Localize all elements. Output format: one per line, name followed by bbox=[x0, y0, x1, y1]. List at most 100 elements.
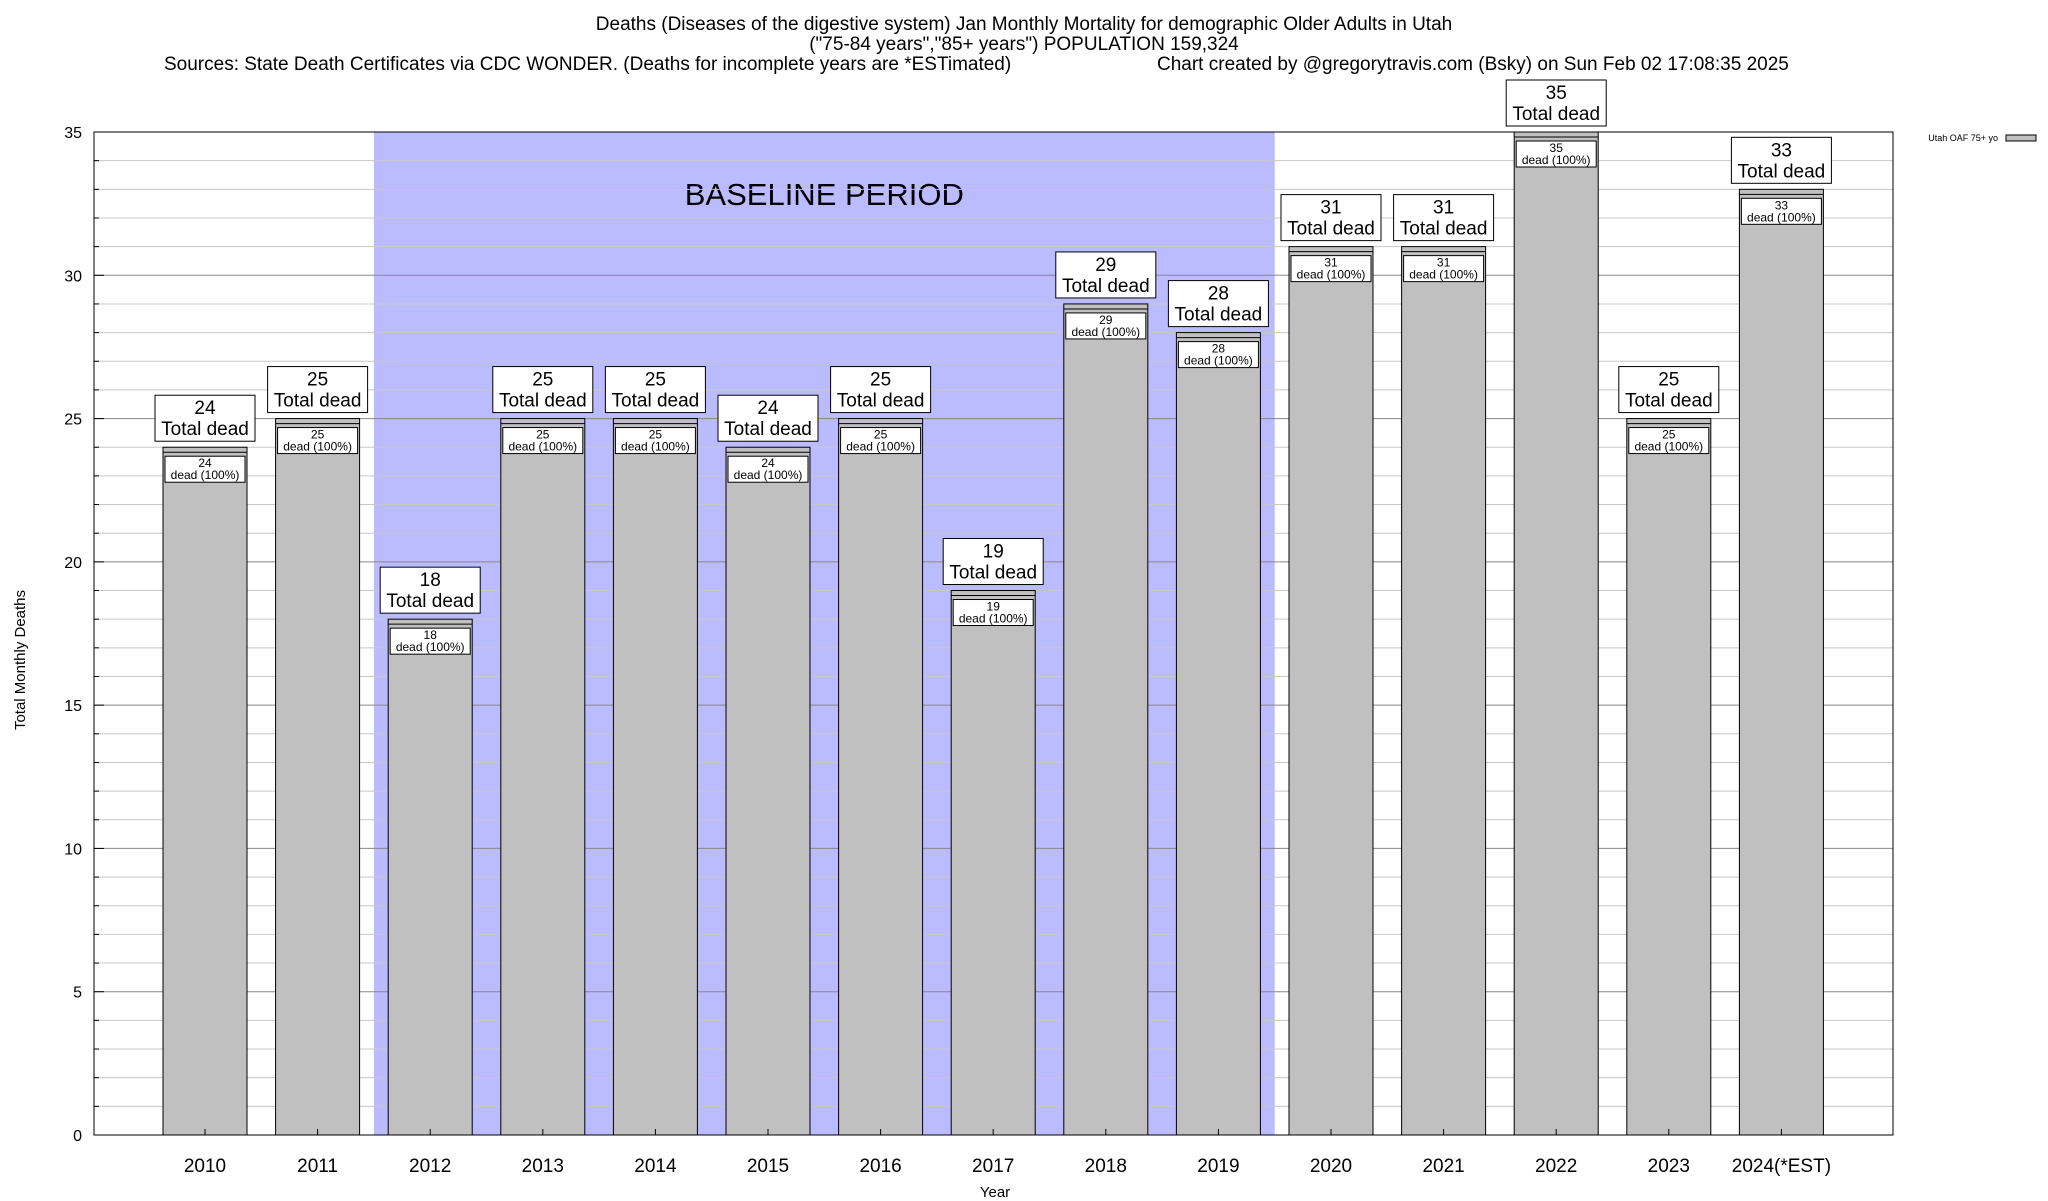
bar-inner-label-box bbox=[1403, 255, 1485, 283]
bar-inner-percent: dead (100%) bbox=[1071, 325, 1140, 339]
bar-total-label-box bbox=[830, 366, 932, 414]
bar-inner-percent: dead (100%) bbox=[959, 612, 1028, 626]
bar bbox=[950, 590, 1036, 1136]
bar-total-label-box bbox=[1730, 136, 1832, 184]
bar-total-label-box bbox=[267, 366, 369, 414]
bar-total-value: 19 bbox=[983, 542, 1004, 563]
x-tick-label: 2022 bbox=[1535, 1156, 1577, 1177]
y-axis-label-wrap: Total Monthly Deaths bbox=[2, 590, 32, 730]
y-tick-label: 25 bbox=[64, 412, 82, 429]
x-tick-label: 2016 bbox=[859, 1156, 901, 1177]
bar-total-label: Total dead bbox=[1062, 276, 1150, 297]
bar-inner-percent: dead (100%) bbox=[1409, 268, 1478, 282]
bar-inner-label-box bbox=[840, 427, 922, 455]
bar-inner-value: 24 bbox=[198, 456, 212, 470]
x-tick-label: 2014 bbox=[634, 1156, 677, 1177]
bar-inner-label-box bbox=[277, 427, 359, 455]
bar-total-value: 24 bbox=[757, 398, 779, 419]
x-tick-label: 2017 bbox=[972, 1156, 1014, 1177]
x-tick-label: 2019 bbox=[1197, 1156, 1239, 1177]
bar-inner-percent: dead (100%) bbox=[508, 440, 577, 454]
y-tick-label: 35 bbox=[64, 125, 82, 142]
bar-inner-value: 18 bbox=[424, 628, 438, 642]
bar-inner-label-box bbox=[1290, 255, 1372, 283]
bar-total-label: Total dead bbox=[386, 591, 474, 612]
bar bbox=[838, 418, 924, 1136]
bar-total-label-box bbox=[1618, 366, 1720, 414]
bar-total-label-box bbox=[1280, 194, 1382, 242]
chart-subtitle: ("75-84 years","85+ years") POPULATION 1… bbox=[809, 34, 1239, 55]
bar bbox=[1288, 246, 1374, 1136]
bar bbox=[500, 418, 586, 1136]
bar-total-label: Total dead bbox=[949, 563, 1037, 584]
bar-total-label-box bbox=[1055, 251, 1157, 299]
x-tick-label: 2024(*EST) bbox=[1732, 1156, 1831, 1177]
bar-inner-percent: dead (100%) bbox=[1747, 210, 1816, 224]
bar-inner-label-box bbox=[1628, 427, 1710, 455]
bar-total-value: 25 bbox=[1658, 370, 1679, 391]
legend-swatch bbox=[2005, 134, 2037, 142]
x-tick-label: 2023 bbox=[1648, 1156, 1690, 1177]
bar-total-value: 25 bbox=[307, 370, 328, 391]
bar-total-label-box bbox=[717, 394, 819, 442]
bar-inner-percent: dead (100%) bbox=[621, 440, 690, 454]
bar-total-label-box bbox=[1393, 194, 1495, 242]
bar-total-label: Total dead bbox=[1512, 104, 1600, 125]
bar-total-label-box bbox=[154, 394, 256, 442]
bar-inner-percent: dead (100%) bbox=[1184, 354, 1253, 368]
baseline-period-label: BASELINE PERIOD bbox=[685, 177, 964, 212]
bar bbox=[1513, 131, 1599, 1136]
bar-total-label-box bbox=[604, 366, 706, 414]
bar bbox=[1626, 418, 1712, 1136]
bar-total-label: Total dead bbox=[612, 391, 700, 412]
x-tick-label: 2010 bbox=[184, 1156, 226, 1177]
bar-total-value: 31 bbox=[1320, 198, 1341, 219]
bar-total-value: 18 bbox=[420, 570, 441, 591]
bar-inner-label-box bbox=[389, 627, 471, 655]
bar-total-value: 25 bbox=[645, 370, 666, 391]
bar-inner-percent: dead (100%) bbox=[1522, 153, 1591, 167]
bar-inner-percent: dead (100%) bbox=[1634, 440, 1703, 454]
bar-total-value: 35 bbox=[1546, 83, 1567, 104]
bar-inner-label-box bbox=[1065, 312, 1147, 340]
bar-total-label-box bbox=[1167, 280, 1269, 328]
bar-inner-value: 25 bbox=[536, 428, 550, 442]
y-tick-label: 0 bbox=[73, 1128, 82, 1145]
bar-total-label-box bbox=[492, 366, 594, 414]
bar-total-label: Total dead bbox=[1175, 305, 1263, 326]
bar-inner-label-box bbox=[727, 455, 809, 483]
bar-inner-value: 31 bbox=[1437, 256, 1451, 270]
bar-total-label: Total dead bbox=[1400, 219, 1488, 240]
bar bbox=[1175, 332, 1261, 1136]
bar-inner-label-box bbox=[952, 599, 1034, 627]
bar-inner-value: 35 bbox=[1550, 141, 1564, 155]
bar-inner-percent: dead (100%) bbox=[846, 440, 915, 454]
bar-inner-value: 31 bbox=[1324, 256, 1338, 270]
chart-sources: Sources: State Death Certificates via CD… bbox=[164, 54, 1012, 75]
bar-inner-value: 29 bbox=[1099, 313, 1113, 327]
bar-inner-value: 25 bbox=[1662, 428, 1676, 442]
bar-total-label-box bbox=[1505, 79, 1607, 127]
y-axis-label: Total Monthly Deaths bbox=[12, 589, 29, 731]
x-tick-label: 2021 bbox=[1422, 1156, 1464, 1177]
bar bbox=[612, 418, 698, 1136]
bar bbox=[1401, 246, 1487, 1136]
bar-inner-percent: dead (100%) bbox=[283, 440, 352, 454]
bar-inner-value: 24 bbox=[761, 456, 775, 470]
y-tick-label: 20 bbox=[64, 555, 82, 572]
bar-inner-value: 19 bbox=[987, 600, 1001, 614]
bar-total-label: Total dead bbox=[161, 419, 249, 440]
bar-inner-label-box bbox=[614, 427, 696, 455]
y-tick-label: 10 bbox=[64, 841, 82, 858]
bar-inner-percent: dead (100%) bbox=[396, 640, 465, 654]
bar-inner-label-box bbox=[502, 427, 584, 455]
bar-inner-label-box bbox=[164, 455, 246, 483]
bar-total-label: Total dead bbox=[274, 391, 362, 412]
bar-inner-value: 33 bbox=[1775, 198, 1789, 212]
bar-inner-value: 25 bbox=[311, 428, 325, 442]
bar-total-value: 25 bbox=[532, 370, 553, 391]
bar-inner-percent: dead (100%) bbox=[171, 468, 240, 482]
bar-inner-label-box bbox=[1740, 197, 1822, 225]
bar-inner-value: 28 bbox=[1212, 342, 1226, 356]
